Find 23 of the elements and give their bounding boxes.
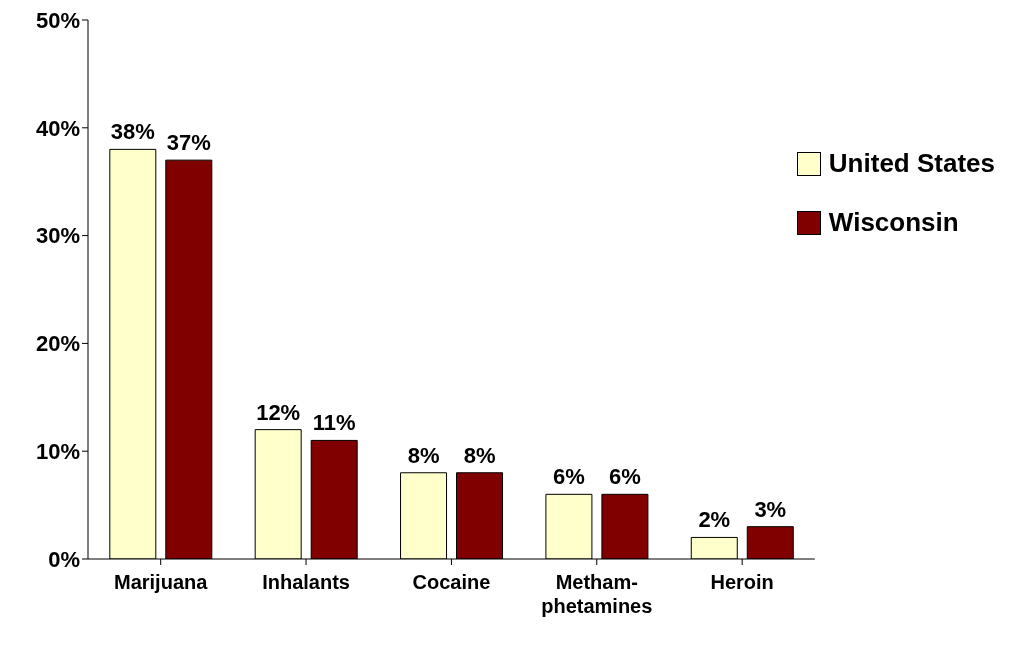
data-label: 12% <box>256 399 301 425</box>
data-label: 3% <box>754 496 787 522</box>
data-label: 38% <box>110 119 155 145</box>
x-tick-label: Metham-phetamines <box>541 571 653 617</box>
y-tick-label: 50% <box>35 7 80 33</box>
y-tick-label: 30% <box>35 223 80 249</box>
x-tick-label: Marijuana <box>114 571 209 593</box>
data-label: 2% <box>698 507 731 533</box>
x-tick-label: Cocaine <box>412 571 491 593</box>
y-tick-label: 10% <box>35 439 80 465</box>
legend-label: United States <box>828 148 995 179</box>
y-tick-label: 20% <box>35 331 80 357</box>
y-tick-label: 40% <box>35 115 80 141</box>
data-label: 6% <box>553 464 585 490</box>
data-label: 8% <box>407 442 440 468</box>
data-label: 8% <box>463 442 496 468</box>
data-label: 6% <box>609 464 641 490</box>
x-tick-label: Inhalants <box>262 571 350 593</box>
y-tick-label: 0% <box>48 546 80 572</box>
data-label: 37% <box>166 130 211 156</box>
legend-label: Wisconsin <box>828 207 959 238</box>
data-label: 11% <box>312 410 356 436</box>
x-tick-label: Heroin <box>710 571 774 593</box>
